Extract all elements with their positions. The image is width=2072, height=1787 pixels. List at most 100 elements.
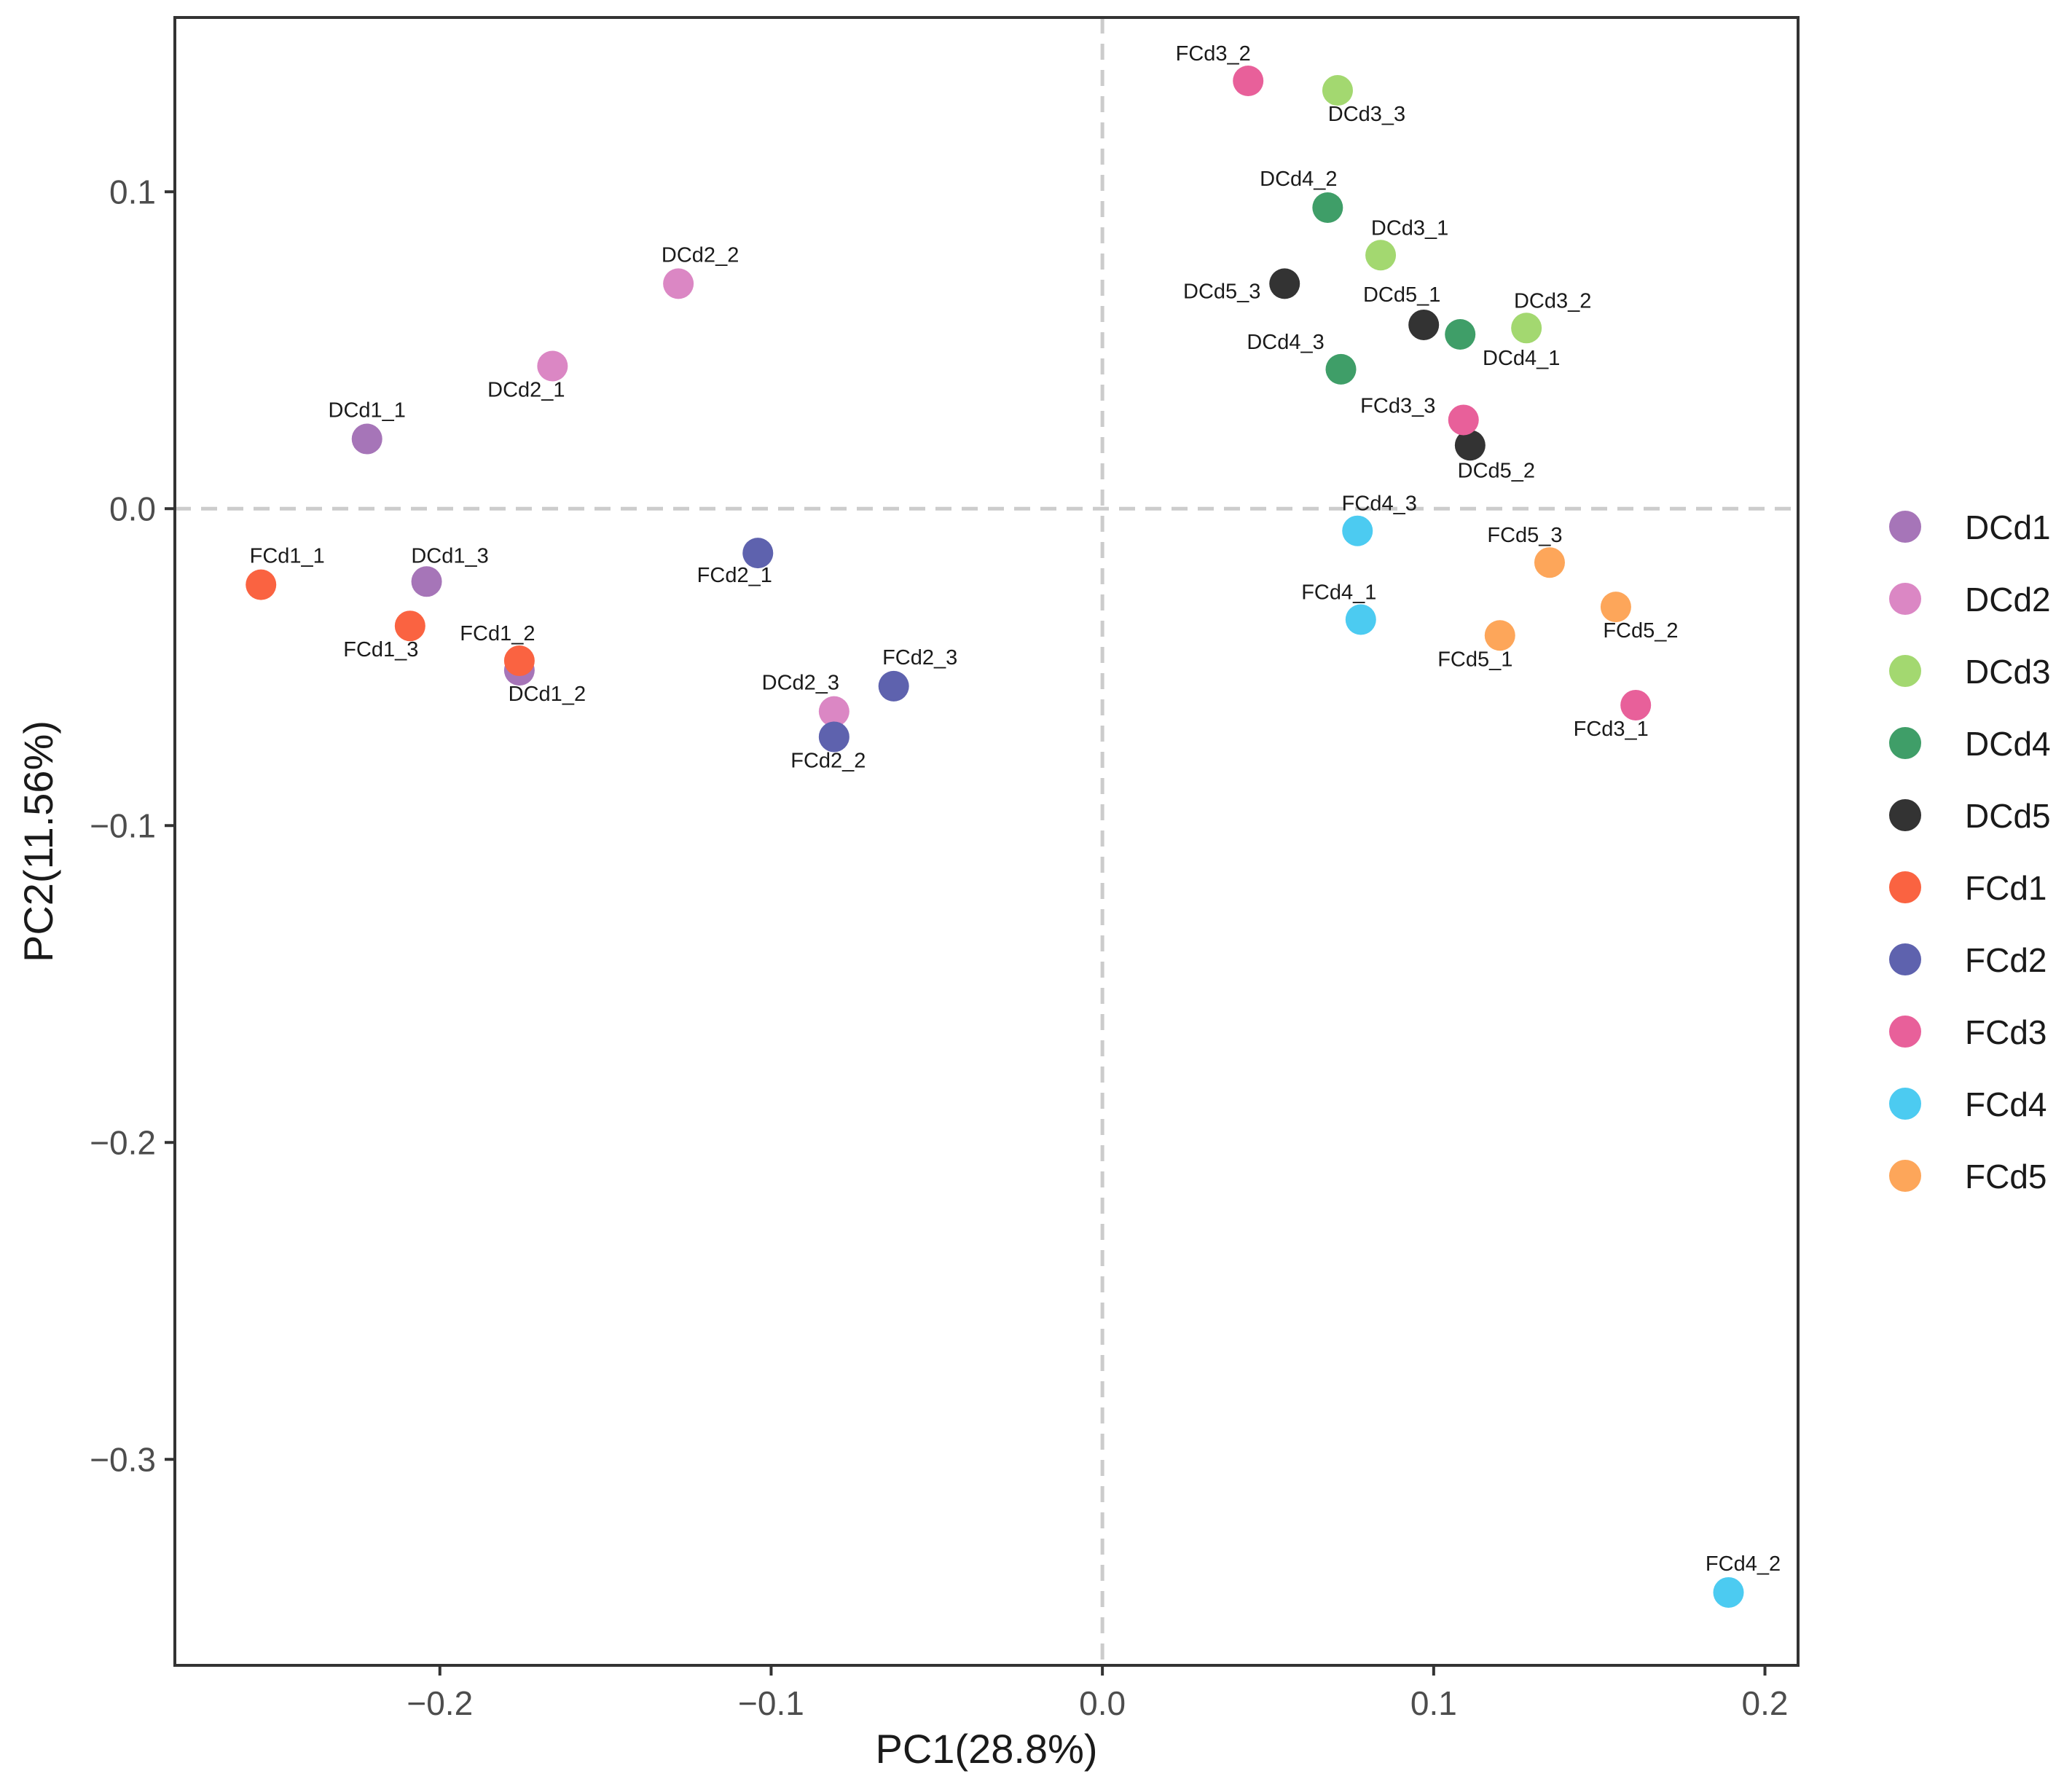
y-axis-title: PC2(11.56%) <box>15 720 61 962</box>
point-fcd1-3 <box>394 610 425 642</box>
point-label-dcd1-1: DCd1_1 <box>329 399 406 423</box>
legend-key-dcd2 <box>1889 583 1921 615</box>
point-dcd3-3 <box>1322 75 1353 106</box>
legend-key-dcd4 <box>1889 727 1921 759</box>
legend-key-fcd3 <box>1889 1016 1921 1048</box>
point-label-fcd3-2: FCd3_2 <box>1176 42 1251 66</box>
point-label-fcd5-2: FCd5_2 <box>1603 619 1678 643</box>
point-dcd2-3 <box>818 696 849 727</box>
point-fcd3-1 <box>1620 689 1652 720</box>
legend-key-fcd4 <box>1889 1088 1921 1120</box>
point-label-fcd4-3: FCd4_3 <box>1342 492 1417 516</box>
legend-label-dcd2: DCd2 <box>1965 581 2051 618</box>
point-label-dcd2-1: DCd2_1 <box>487 379 565 402</box>
x-tick-label-0-1: 0.1 <box>1410 1684 1457 1722</box>
point-label-dcd1-3: DCd1_3 <box>411 544 488 567</box>
data-points <box>246 66 1744 1608</box>
point-label-dcd5-1: DCd5_1 <box>1363 283 1440 307</box>
point-label-dcd3-1: DCd3_1 <box>1371 216 1448 240</box>
legend-label-dcd1: DCd1 <box>1965 508 2051 546</box>
point-label-fcd1-1: FCd1_1 <box>250 545 325 568</box>
point-label-dcd3-2: DCd3_2 <box>1514 289 1591 313</box>
y-axis: −0.3 −0.2 −0.1 0.0 0.1 <box>90 173 175 1478</box>
x-tick-label-0-2: −0.2 <box>407 1684 473 1722</box>
x-tick-label-0-0: 0.0 <box>1079 1684 1126 1722</box>
point-fcd2-1 <box>742 538 774 569</box>
point-fcd3-2 <box>1233 66 1264 96</box>
legend: DCd1 DCd2 DCd3 DCd4 DCd5 FCd1 FCd2 FCd3 FCd4 FCd5 <box>1889 508 2051 1195</box>
legend-label-fcd4: FCd4 <box>1965 1085 2047 1123</box>
point-dcd2-2 <box>663 268 694 299</box>
point-label-dcd4-1: DCd4_1 <box>1483 347 1560 370</box>
legend-key-dcd1 <box>1889 511 1921 543</box>
point-fcd5-2 <box>1600 592 1631 623</box>
point-dcd5-2 <box>1454 430 1486 461</box>
legend-label-fcd3: FCd3 <box>1965 1013 2047 1051</box>
legend-label-fcd2: FCd2 <box>1965 941 2047 979</box>
point-dcd4-2 <box>1312 192 1343 223</box>
point-dcd3-1 <box>1365 240 1397 271</box>
point-label-fcd5-1: FCd5_1 <box>1437 648 1512 671</box>
point-dcd3-2 <box>1511 313 1542 344</box>
point-fcd4-1 <box>1345 604 1376 635</box>
x-axis: −0.2 −0.1 0.0 0.1 0.2 <box>407 1665 1789 1722</box>
legend-label-fcd5: FCd5 <box>1965 1158 2047 1195</box>
point-label-dcd4-2: DCd4_2 <box>1260 168 1337 191</box>
x-tick-label-0-2: 0.2 <box>1742 1684 1789 1722</box>
point-fcd5-1 <box>1484 620 1515 651</box>
legend-label-dcd4: DCd4 <box>1965 725 2051 763</box>
point-label-dcd5-3: DCd5_3 <box>1183 280 1260 303</box>
legend-key-fcd1 <box>1889 871 1921 903</box>
point-labels: DCd1_1 DCd1_2 DCd1_3 DCd2_1 DCd2_2 DCd2_3 DCd3… <box>250 42 1781 1576</box>
point-label-dcd3-3: DCd3_3 <box>1328 103 1405 126</box>
plot-frame <box>173 16 1800 1667</box>
point-label-fcd4-2: FCd4_2 <box>1706 1552 1781 1576</box>
point-dcd5-3 <box>1269 268 1300 299</box>
y-tick-label-0-1: 0.1 <box>109 173 156 211</box>
point-dcd4-3 <box>1325 353 1357 385</box>
point-label-dcd1-2: DCd1_2 <box>509 683 586 706</box>
y-tick-label-0-2: −0.2 <box>90 1123 156 1161</box>
point-label-fcd4-1: FCd4_1 <box>1301 581 1376 605</box>
point-dcd2-1 <box>537 350 568 382</box>
point-fcd1-2 <box>503 645 535 677</box>
point-fcd4-2 <box>1713 1576 1744 1608</box>
point-label-dcd2-3: DCd2_3 <box>762 672 839 695</box>
y-tick-label-0-0: 0.0 <box>109 490 156 527</box>
x-axis-title: PC1(28.8%) <box>875 1726 1097 1772</box>
point-dcd1-3 <box>411 566 442 597</box>
legend-key-fcd5 <box>1889 1160 1921 1192</box>
point-label-fcd3-3: FCd3_3 <box>1360 394 1435 417</box>
point-label-dcd5-2: DCd5_2 <box>1458 459 1535 482</box>
point-label-fcd2-3: FCd2_3 <box>882 646 957 669</box>
point-fcd3-3 <box>1448 404 1479 436</box>
legend-key-dcd3 <box>1889 655 1921 687</box>
point-label-fcd5-3: FCd5_3 <box>1487 524 1562 547</box>
point-label-fcd2-2: FCd2_2 <box>790 749 866 772</box>
point-label-fcd2-1: FCd2_1 <box>697 564 772 587</box>
point-dcd5-1 <box>1408 309 1440 340</box>
legend-key-fcd2 <box>1889 943 1921 975</box>
y-tick-label-0-1: −0.1 <box>90 806 156 844</box>
legend-label-dcd3: DCd3 <box>1965 653 2051 691</box>
legend-label-dcd5: DCd5 <box>1965 797 2051 835</box>
reference-lines <box>175 17 1798 1665</box>
y-tick-label-0-3: −0.3 <box>90 1440 156 1478</box>
point-dcd1-1 <box>351 423 382 455</box>
legend-key-dcd5 <box>1889 799 1921 831</box>
point-fcd2-3 <box>878 670 909 702</box>
point-label-dcd4-3: DCd4_3 <box>1247 331 1324 354</box>
point-fcd4-3 <box>1342 515 1373 546</box>
point-fcd2-2 <box>818 721 849 753</box>
point-dcd4-1 <box>1445 319 1476 350</box>
point-fcd5-3 <box>1534 547 1565 578</box>
x-tick-label-0-1: −0.1 <box>738 1684 804 1722</box>
point-label-fcd3-1: FCd3_1 <box>1574 718 1649 741</box>
point-label-fcd1-2: FCd1_2 <box>460 622 535 645</box>
legend-label-fcd1: FCd1 <box>1965 869 2047 907</box>
point-label-fcd1-3: FCd1_3 <box>343 638 418 661</box>
point-label-dcd2-2: DCd2_2 <box>662 243 739 267</box>
point-fcd1-1 <box>246 569 277 600</box>
